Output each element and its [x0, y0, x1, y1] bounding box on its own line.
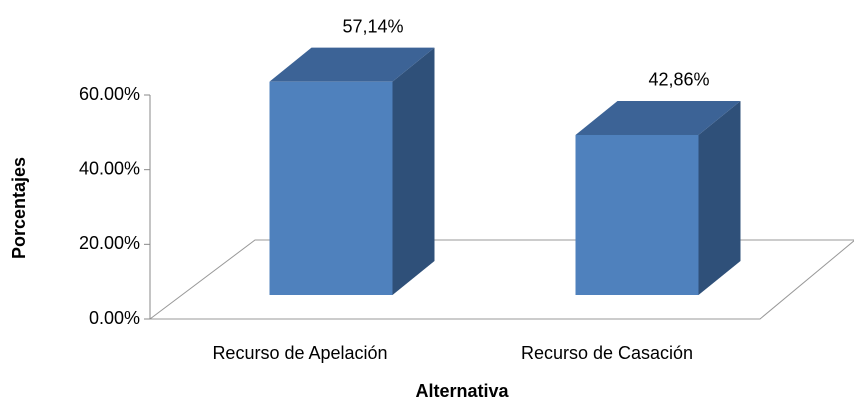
y-tick-label: 20.00%	[79, 233, 140, 253]
value-label: 42,86%	[648, 70, 709, 90]
bar-side	[392, 47, 435, 295]
bar	[575, 134, 699, 295]
y-tick-label: 40.00%	[79, 158, 140, 178]
y-axis-title: Porcentajes	[9, 157, 29, 259]
floor	[148, 239, 854, 320]
bar-top	[269, 47, 435, 82]
x-axis-title: Alternativa	[415, 381, 509, 401]
x-tick-label: Recurso de Casación	[521, 343, 693, 363]
bar	[269, 81, 393, 295]
y-tick-label: 60.00%	[79, 84, 140, 104]
x-tick-label: Recurso de Apelación	[212, 343, 387, 363]
y-tick-label: 0.00%	[89, 308, 140, 328]
bar-side	[698, 100, 741, 295]
value-label: 57,14%	[342, 16, 403, 36]
bar-top	[575, 100, 741, 135]
